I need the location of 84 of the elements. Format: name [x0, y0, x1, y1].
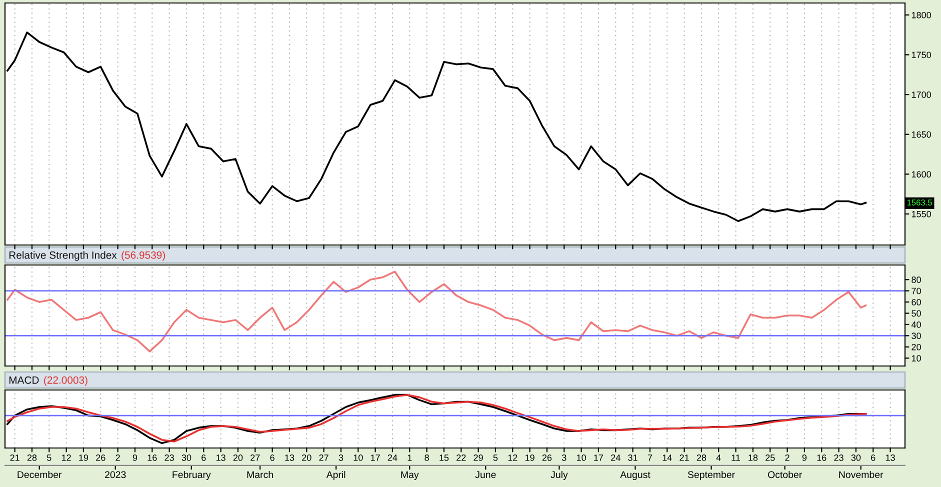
- y-tick-label: 1550: [912, 210, 931, 218]
- x-tick-label: 24: [611, 454, 620, 461]
- x-tick-label: 8: [424, 454, 429, 461]
- x2-tick-label: February: [172, 470, 211, 480]
- x-tick-label: 3: [338, 454, 344, 461]
- y-tick-label: 10: [912, 355, 921, 362]
- x-tick-label: 21: [680, 454, 689, 461]
- x2-tick-label: March: [247, 470, 273, 478]
- x2-tick-label: November: [839, 470, 884, 478]
- x-tick-label: 9: [802, 454, 807, 461]
- y-tick-label: 50: [912, 310, 921, 317]
- x-tick-label: 3: [562, 454, 566, 461]
- x-tick-label: 20: [233, 454, 243, 461]
- x-tick-label: 30: [851, 454, 861, 461]
- y-tick-label: 1700: [912, 92, 931, 98]
- x-tick-label: 10: [576, 454, 586, 461]
- x-tick-label: 13: [886, 454, 895, 461]
- x-tick-label: 14: [662, 454, 672, 461]
- x2-tick-label: August: [620, 471, 650, 480]
- y-tick-label: 1650: [912, 131, 931, 138]
- x-tick-label: 1: [408, 454, 412, 461]
- x-tick-label: 6: [871, 454, 876, 461]
- x-tick-label: 2: [116, 454, 120, 461]
- x-tick-label: 16: [148, 454, 157, 461]
- y-tick-label: 1800: [912, 12, 931, 18]
- x-tick-label: 19: [79, 454, 88, 461]
- x2-tick-label: 2023: [105, 471, 126, 478]
- text: (56.9539): [122, 251, 165, 261]
- text: (22.0003): [44, 376, 88, 386]
- x-tick-label: 13: [285, 454, 294, 461]
- line-series: [6, 270, 867, 352]
- x-tick-label: 27: [250, 454, 260, 461]
- x2-tick-label: October: [768, 470, 802, 478]
- x-tick-label: 10: [354, 454, 363, 461]
- x2-tick-label: December: [18, 470, 62, 478]
- x2-tick-label: May: [401, 471, 419, 480]
- y-tick-label: 80: [912, 276, 921, 283]
- y-tick-label: 70: [912, 288, 921, 294]
- annotation: 1563.5: [907, 200, 932, 206]
- x-tick-label: 31: [628, 454, 638, 461]
- x-tick-label: 29: [474, 454, 483, 461]
- x-tick-label: 12: [508, 454, 518, 461]
- x-tick-label: 28: [27, 454, 37, 461]
- x-tick-label: 17: [370, 454, 380, 461]
- y-tick-label: 1750: [912, 52, 931, 58]
- x-tick-label: 12: [62, 454, 71, 461]
- x-tick-label: 25: [766, 454, 775, 461]
- x-tick-label: 30: [182, 454, 192, 461]
- x-tick-label: 16: [817, 454, 826, 461]
- x2-tick-label: July: [550, 470, 568, 480]
- x-tick-label: 28: [696, 454, 706, 461]
- x-tick-label: 5: [493, 454, 498, 461]
- x-tick-label: 20: [302, 454, 312, 461]
- y-tick-label: 20: [912, 344, 921, 350]
- x-tick-label: 24: [388, 454, 398, 461]
- y-tick-label: 40: [911, 321, 921, 328]
- x-tick-label: 15: [440, 454, 449, 461]
- chart-title: Relative Strength Index: [9, 251, 117, 261]
- y-tick-label: 60: [912, 299, 921, 306]
- x-tick-label: 13: [216, 454, 226, 461]
- x-tick-label: 22: [456, 454, 466, 461]
- x-tick-label: 19: [525, 454, 534, 461]
- x-tick-label: 9: [132, 454, 138, 461]
- x-tick-label: 5: [46, 454, 52, 461]
- x-tick-label: 11: [732, 454, 740, 461]
- x-tick-label: 23: [834, 454, 844, 461]
- x-tick-label: 18: [748, 454, 758, 461]
- x-tick-label: 7: [648, 454, 652, 461]
- x-tick-label: 23: [164, 454, 174, 461]
- y-tick-label: 1600: [912, 171, 931, 178]
- x-tick-label: 21: [10, 454, 20, 461]
- x-tick-label: 4: [716, 454, 721, 461]
- x2-tick-label: June: [475, 471, 496, 478]
- chart-title: MACD: [9, 376, 39, 384]
- x-tick-label: 6: [202, 454, 206, 461]
- x-tick-label: 17: [594, 454, 604, 461]
- x-tick-label: 26: [542, 454, 552, 461]
- x-tick-label: 26: [96, 454, 106, 461]
- x-tick-label: 2: [785, 454, 790, 461]
- y-tick-label: 30: [912, 332, 921, 340]
- x2-tick-label: April: [326, 470, 346, 480]
- x2-tick-label: September: [688, 470, 735, 480]
- x-tick-label: 27: [319, 454, 328, 461]
- x-tick-label: 6: [270, 454, 274, 461]
